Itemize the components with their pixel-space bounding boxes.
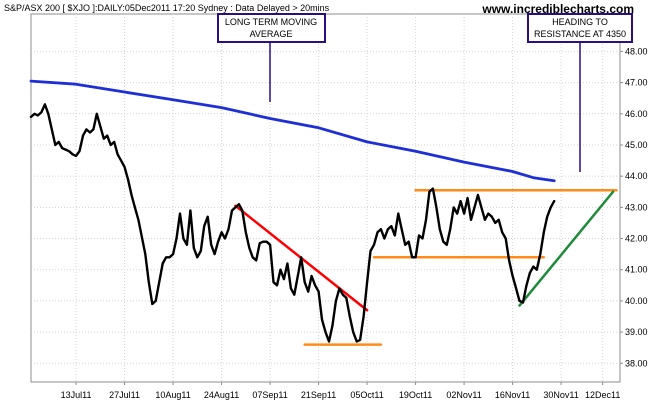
chart-info-header: S&P/ASX 200 [ $XJO ]:DAILY:05Dec2011 17:… xyxy=(4,3,330,13)
x-tick-label: 07Sep11 xyxy=(252,390,287,400)
y-tick-label: 40.00 xyxy=(625,296,648,306)
callout-moving-average-line-2: AVERAGE xyxy=(250,29,293,39)
x-tick-label: 05Oct11 xyxy=(350,390,383,400)
y-tick-label: 42.00 xyxy=(625,234,648,244)
x-axis: 13Jul11 27Jul11 10Aug11 24Aug11 07Sep11 21Sep… xyxy=(61,382,620,400)
y-tick-label: 39.00 xyxy=(625,327,648,337)
y-tick-label: 47.00 xyxy=(625,78,648,88)
x-tick-label: 02Nov11 xyxy=(446,390,481,400)
y-tick-label: 44.00 xyxy=(625,171,648,181)
callout-moving-average-box xyxy=(217,13,326,43)
series xyxy=(29,79,556,343)
x-tick-label: 27Jul11 xyxy=(109,390,140,400)
y-tick-label: 38.00 xyxy=(625,358,648,368)
x-tick-label: 21Sep11 xyxy=(301,390,336,400)
x-tick-label: 24Aug11 xyxy=(204,390,239,400)
trendline xyxy=(518,190,615,307)
watermark: www.incrediblecharts.com xyxy=(481,2,634,16)
x-tick-label: 30Nov11 xyxy=(543,390,578,400)
plot-background xyxy=(30,13,621,383)
x-tick-label: 12Dec11 xyxy=(585,390,620,400)
y-tick-label: 41.00 xyxy=(625,265,648,275)
x-tick-label: 19Oct11 xyxy=(399,390,432,400)
price-series-line xyxy=(29,103,556,343)
gridlines xyxy=(31,14,620,382)
x-tick-label: 13Jul11 xyxy=(61,390,92,400)
y-tick-label: 43.00 xyxy=(625,202,648,212)
x-tick-label: 10Aug11 xyxy=(155,390,190,400)
callout-resistance-box xyxy=(527,13,633,43)
callout-resistance-line-1: HEADING TO xyxy=(552,17,608,27)
callout-resistance: HEADING TO RESISTANCE AT 4350 xyxy=(527,13,633,172)
x-tick-label: 16Nov11 xyxy=(495,390,530,400)
y-tick-label: 48.00 xyxy=(625,46,648,56)
callout-moving-average: LONG TERM MOVING AVERAGE xyxy=(217,13,326,102)
y-tick-label: 46.00 xyxy=(625,109,648,119)
y-axis: 38.00 39.00 40.00 41.00 42.00 43.00 44.00 45.00… xyxy=(620,46,648,368)
y-tick-label: 45.00 xyxy=(625,140,648,150)
callout-moving-average-line-1: LONG TERM MOVING xyxy=(225,17,317,27)
callout-resistance-line-2: RESISTANCE AT 4350 xyxy=(534,29,626,39)
moving-average-line xyxy=(29,79,556,183)
